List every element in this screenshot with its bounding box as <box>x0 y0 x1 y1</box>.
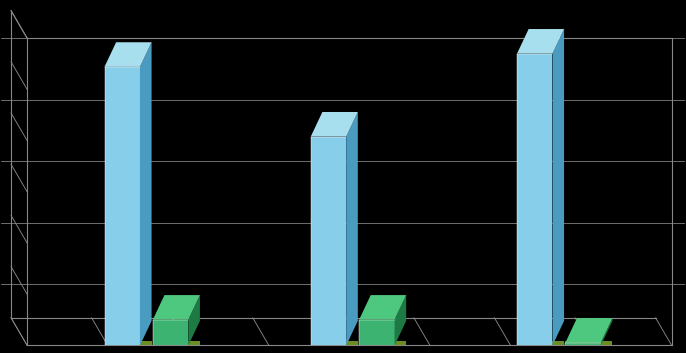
Polygon shape <box>104 67 140 346</box>
Polygon shape <box>552 29 564 346</box>
Polygon shape <box>601 318 613 346</box>
Polygon shape <box>394 295 406 346</box>
Polygon shape <box>565 343 601 346</box>
Polygon shape <box>517 29 564 54</box>
Polygon shape <box>359 320 394 346</box>
Polygon shape <box>517 54 552 346</box>
Polygon shape <box>153 320 189 346</box>
Polygon shape <box>104 341 152 346</box>
Polygon shape <box>189 295 200 346</box>
Polygon shape <box>153 341 200 346</box>
Polygon shape <box>346 112 358 346</box>
Polygon shape <box>311 341 358 346</box>
Polygon shape <box>359 341 406 346</box>
Polygon shape <box>311 137 346 346</box>
Polygon shape <box>153 295 200 320</box>
Polygon shape <box>517 341 564 346</box>
Polygon shape <box>140 42 152 346</box>
Polygon shape <box>104 42 152 67</box>
Polygon shape <box>311 112 358 137</box>
Polygon shape <box>565 341 613 346</box>
Polygon shape <box>359 295 406 320</box>
Polygon shape <box>565 318 613 343</box>
